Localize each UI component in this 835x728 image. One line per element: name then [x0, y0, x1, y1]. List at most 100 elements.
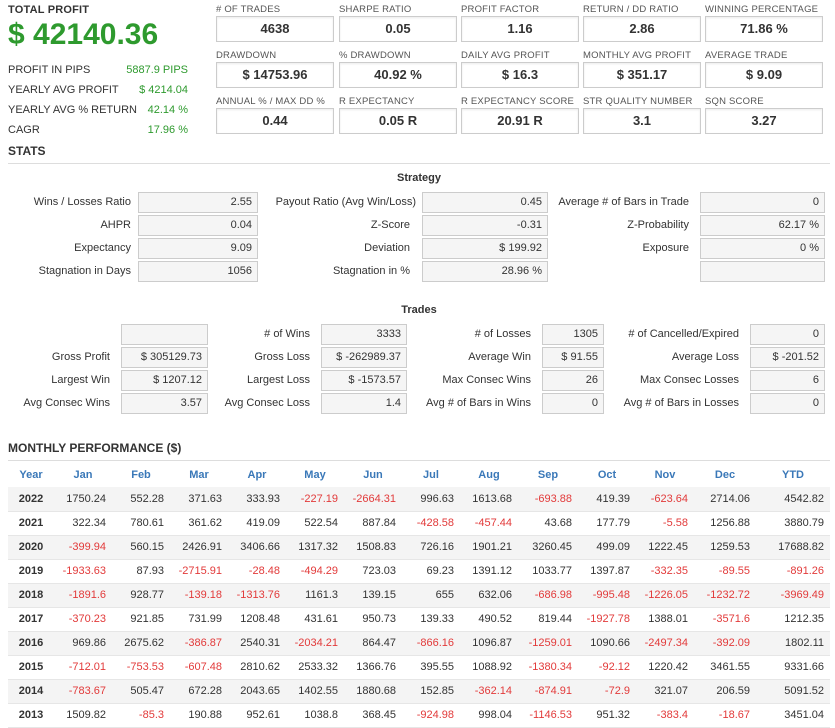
metric-daily-avg-profit: DAILY AVG PROFIT $ 16.3: [461, 50, 579, 88]
column-header: YTD: [782, 469, 804, 481]
stat-label: Deviation: [364, 242, 410, 254]
month-value-cell: 177.79: [578, 511, 636, 536]
column-header: Aug: [478, 469, 500, 481]
stat-value: $ 199.92: [422, 238, 548, 259]
metric-value: 0.05: [339, 16, 457, 42]
stat-label: AHPR: [100, 219, 131, 231]
metric-label: MONTHLY AVG PROFIT: [583, 50, 692, 61]
summary-label: YEARLY AVG % RETURN: [8, 104, 137, 116]
trade-value: 3.57: [121, 393, 208, 414]
summary-value: 17.96 %: [147, 124, 188, 136]
month-value-cell: 996.63: [402, 487, 460, 512]
metric-value: $ 9.09: [705, 62, 823, 88]
metric-label: % DRAWDOWN: [339, 50, 411, 61]
trade-value: 0: [542, 393, 604, 414]
column-header: Nov: [654, 469, 676, 481]
month-value-cell: 1212.35: [756, 607, 830, 632]
trades-title: Trades: [401, 304, 437, 316]
metric-label: R EXPECTANCY: [339, 96, 415, 107]
month-value-cell: -1891.6: [54, 583, 112, 608]
metric-num-trades: # OF TRADES 4638: [216, 4, 334, 42]
metric-average-trade: AVERAGE TRADE $ 9.09: [705, 50, 823, 88]
month-value-cell: -392.09: [694, 631, 756, 656]
month-value-cell: -686.98: [518, 583, 578, 608]
metric-label: RETURN / DD RATIO: [583, 4, 679, 15]
month-value-cell: 333.93: [228, 487, 286, 512]
month-value-cell: -712.01: [54, 655, 112, 680]
trade-value: $ -262989.37: [321, 347, 407, 368]
column-header: Mar: [189, 469, 209, 481]
month-value-cell: 322.34: [54, 511, 112, 536]
month-value-cell: 819.44: [518, 607, 578, 632]
column-header: May: [304, 469, 326, 481]
trade-value: $ -201.52: [750, 347, 825, 368]
metric-value: 40.92 %: [339, 62, 457, 88]
month-value-cell: 560.15: [112, 535, 170, 560]
stat-value: 9.09: [138, 238, 258, 259]
metric-label: # OF TRADES: [216, 4, 281, 15]
summary-row-yearly-avg-return: YEARLY AVG % RETURN 42.14 %: [8, 100, 188, 120]
stat-label: Z-Score: [370, 219, 410, 231]
month-value-cell: -362.14: [460, 679, 518, 704]
month-value-cell: 1096.87: [460, 631, 518, 656]
table-row: 2021 322.34 780.61 361.62 419.09 522.54 887.84…: [8, 511, 830, 536]
month-value-cell: 1259.53: [694, 535, 756, 560]
table-row: 2022 1750.24 552.28 371.63 333.93 -227.19 -266…: [8, 487, 830, 512]
month-value-cell: -92.12: [578, 655, 636, 680]
month-value-cell: 1613.68: [460, 487, 518, 512]
metric-monthly-avg-profit: MONTHLY AVG PROFIT $ 351.17: [583, 50, 701, 88]
month-value-cell: 3406.66: [228, 535, 286, 560]
stat-value: 62.17 %: [700, 215, 825, 236]
month-value-cell: 1802.11: [756, 631, 830, 656]
month-value-cell: 3260.45: [518, 535, 578, 560]
trade-value: 26: [542, 370, 604, 391]
trade-value: 1305: [542, 324, 604, 345]
month-value-cell: 69.23: [402, 559, 460, 584]
trade-label: Avg Consec Loss: [224, 397, 310, 409]
metric-label: DRAWDOWN: [216, 50, 277, 61]
metric-label: SHARPE RATIO: [339, 4, 412, 15]
trade-value: 6: [750, 370, 825, 391]
trade-label: Max Consec Wins: [442, 374, 531, 386]
month-value-cell: -89.55: [694, 559, 756, 584]
trade-label: # of Losses: [474, 328, 531, 340]
month-value-cell: 361.62: [170, 511, 228, 536]
month-value-cell: 1161.3: [286, 583, 344, 608]
trade-value: 0: [750, 393, 825, 414]
column-header: Jul: [423, 469, 439, 481]
metric-return-dd-ratio: RETURN / DD RATIO 2.86: [583, 4, 701, 42]
month-value-cell: 3880.79: [756, 511, 830, 536]
year-cell: 2020: [8, 535, 54, 560]
total-profit-value: $ 42140.36: [8, 18, 159, 51]
monthly-divider: [8, 460, 830, 461]
summary-value: 42.14 %: [147, 104, 188, 116]
year-cell: 2019: [8, 559, 54, 584]
month-value-cell: -72.9: [578, 679, 636, 704]
summary-value: 5887.9 PIPS: [126, 64, 188, 76]
month-value-cell: -457.44: [460, 511, 518, 536]
month-value-cell: -1933.63: [54, 559, 112, 584]
month-value-cell: 1901.21: [460, 535, 518, 560]
month-value-cell: 950.73: [344, 607, 402, 632]
month-value-cell: -1259.01: [518, 631, 578, 656]
month-value-cell: 87.93: [112, 559, 170, 584]
table-header-row: Year Jan Feb Mar Apr May Jun Jul Aug Sep Oct Nov Dec…: [8, 463, 830, 487]
month-value-cell: 1388.01: [636, 607, 694, 632]
month-value-cell: 969.86: [54, 631, 112, 656]
month-value-cell: 2675.62: [112, 631, 170, 656]
metric-value: 20.91 R: [461, 108, 579, 134]
month-value-cell: -1146.53: [518, 703, 578, 728]
month-value-cell: 17688.82: [756, 535, 830, 560]
month-value-cell: -607.48: [170, 655, 228, 680]
monthly-title: MONTHLY PERFORMANCE ($): [8, 441, 182, 455]
column-header: Oct: [597, 469, 617, 481]
stat-value: 1056: [138, 261, 258, 282]
stat-label: Stagnation in %: [332, 265, 410, 277]
trade-label: Gross Profit: [51, 351, 110, 363]
table-row: 2016 969.86 2675.62 -386.87 2540.31 -2034.21 8…: [8, 631, 830, 656]
month-value-cell: -2497.34: [636, 631, 694, 656]
month-value-cell: 2043.65: [228, 679, 286, 704]
stat-label: Payout Ratio (Avg Win/Loss): [275, 196, 416, 208]
metric-winning-percentage: WINNING PERCENTAGE 71.86 %: [705, 4, 823, 42]
stat-label: [552, 261, 689, 281]
